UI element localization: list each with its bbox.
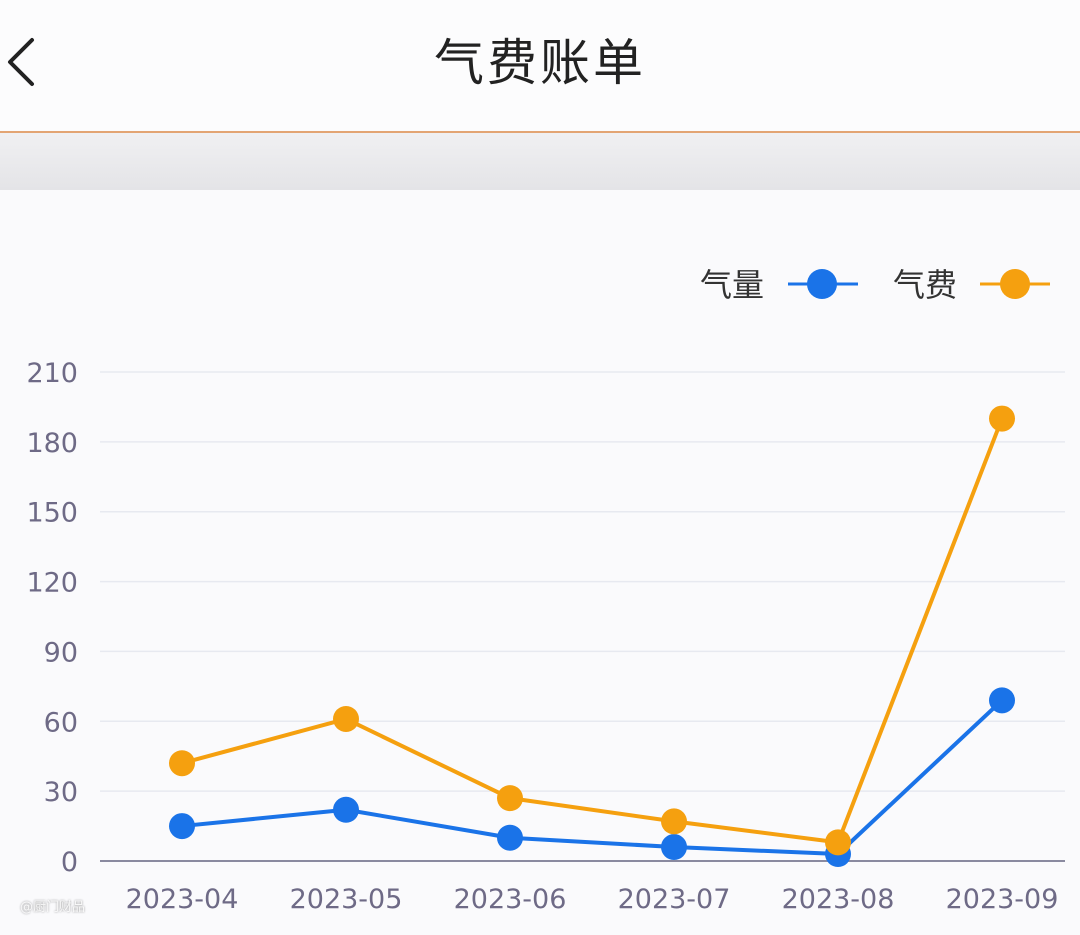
data-point-series-1: [661, 834, 687, 861]
data-point-series-2: [661, 808, 687, 835]
chevron-left-icon: [8, 38, 34, 86]
legend-label: 气费: [893, 266, 957, 304]
data-point-series-1: [989, 687, 1015, 714]
chart-card: [0, 190, 1080, 935]
series-line-2: [181, 417, 1004, 845]
y-tick-label: 30: [44, 777, 78, 808]
x-tick-label: 2023-08: [782, 884, 895, 915]
y-tick-label: 0: [61, 847, 78, 878]
header-bar: 气费账单: [0, 0, 1080, 133]
data-point-series-1: [333, 796, 359, 823]
back-button[interactable]: [0, 22, 60, 102]
legend-marker-2: [1000, 269, 1030, 299]
page-title: 气费账单: [434, 34, 646, 92]
y-tick-label: 90: [44, 637, 78, 668]
y-tick-label: 210: [26, 358, 78, 389]
y-tick-label: 120: [26, 568, 78, 599]
data-point-series-1: [169, 813, 195, 840]
x-tick-label: 2023-07: [618, 884, 731, 915]
data-point-series-2: [825, 829, 851, 856]
y-tick-label: 180: [26, 428, 78, 459]
x-tick-label: 2023-04: [126, 884, 239, 915]
data-point-series-2: [333, 705, 359, 732]
legend-label: 气量: [700, 266, 764, 304]
data-point-series-2: [989, 405, 1015, 432]
section-divider: [0, 133, 1080, 190]
x-tick-label: 2023-05: [290, 884, 403, 915]
series-line-1: [181, 698, 1004, 857]
x-tick-label: 2023-09: [946, 884, 1059, 915]
y-tick-label: 150: [26, 498, 78, 529]
data-point-series-2: [169, 750, 195, 777]
y-tick-label: 60: [44, 707, 78, 738]
legend-marker-1: [807, 269, 837, 299]
x-tick-label: 2023-06: [454, 884, 567, 915]
watermark: @厨门财品: [20, 900, 86, 915]
data-point-series-2: [497, 785, 523, 812]
data-point-series-1: [497, 824, 523, 851]
